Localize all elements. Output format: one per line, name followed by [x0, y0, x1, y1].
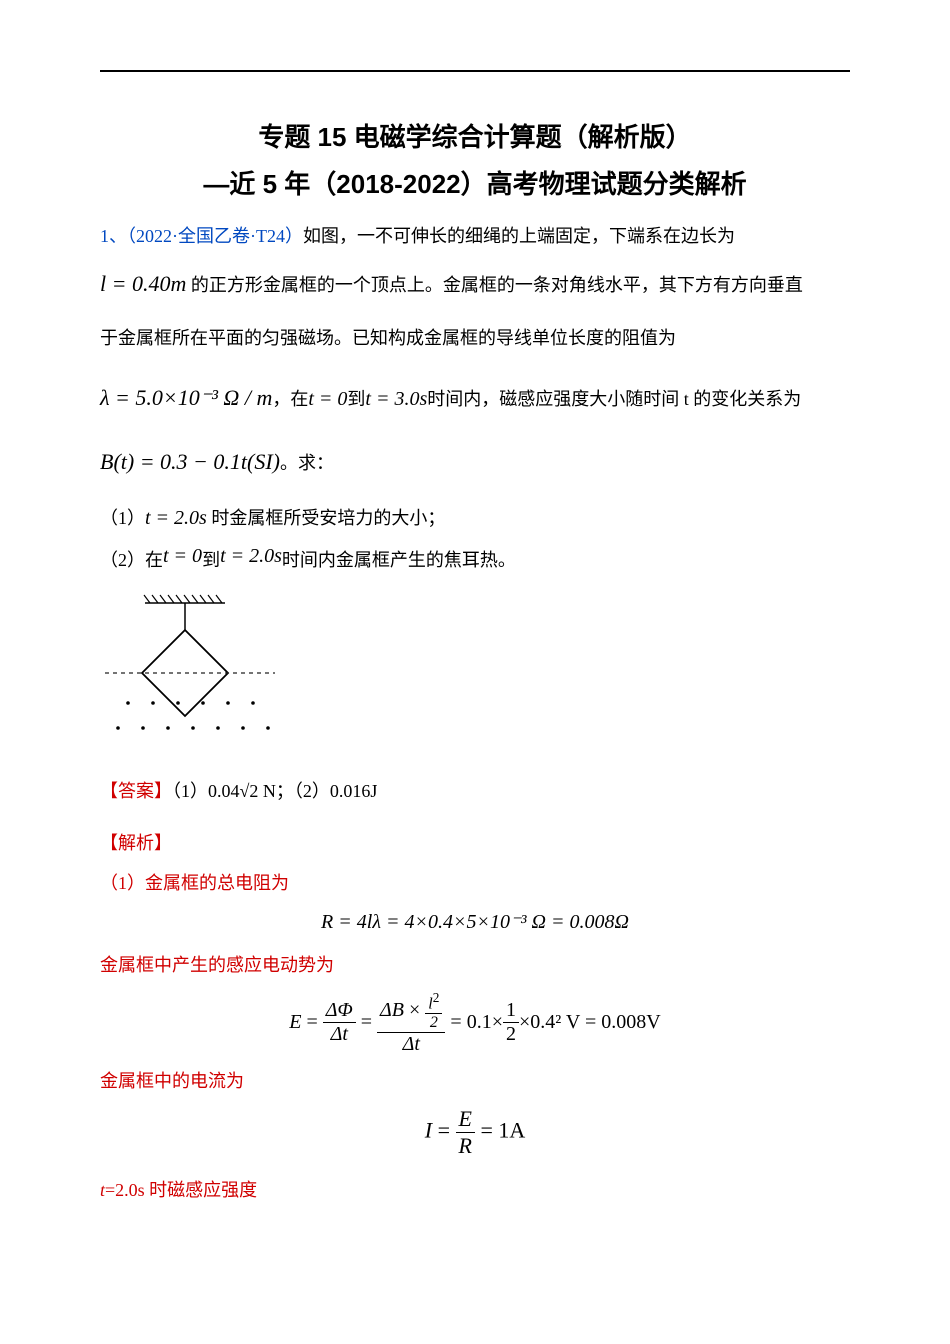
para2a: 的正方形金属框的一个顶点上。金属框的一条对角线水平，其下方有方向垂直 — [186, 275, 803, 295]
dB: ΔB — [380, 998, 404, 1020]
Isym: I — [425, 1118, 432, 1143]
l-line: l = 0.40m 的正方形金属框的一个顶点上。金属框的一条对角线水平，其下方有… — [100, 263, 850, 305]
topic-subtitle: —近 5 年（2018-2022）高考物理试题分类解析 — [100, 164, 850, 201]
R-formula-text: R = 4lλ = 4×0.4×5×10⁻³ Ω = 0.008Ω — [321, 911, 629, 933]
ans-2: （2）0.016J — [294, 781, 378, 801]
p1-b: 时金属框所受安培力的大小； — [207, 508, 446, 528]
p1-t: t = 2.0s — [145, 507, 207, 529]
after-bt: 。求： — [280, 453, 334, 473]
lambda-line: λ = 5.0×10⁻³ Ω / m，在t = 0到t = 3.0s时间内，磁感… — [100, 377, 850, 419]
dt2: Δt — [377, 1033, 445, 1056]
p2-t2: t = 2.0s — [220, 545, 282, 567]
p2-t0: t = 0 — [163, 545, 202, 567]
p1-a: （1） — [100, 508, 145, 528]
page: 专题 15 电磁学综合计算题（解析版） —近 5 年（2018-2022）高考物… — [0, 0, 950, 1344]
question-body: 1、（2022·全国乙卷·T24）如图，一不可伸长的细绳的上端固定，下端系在边长… — [100, 219, 850, 253]
answer-line: 【答案】（1）0.04√2 N；（2）0.016J — [100, 774, 850, 808]
topic-title: 专题 15 电磁学综合计算题（解析版） — [100, 117, 850, 154]
bt-line: B(t) = 0.3 − 0.1t(SI)。求： — [100, 441, 850, 483]
eval1: = 0.1× — [445, 1010, 503, 1032]
half: 2 — [425, 1014, 442, 1032]
s4b: =2.0s 时磁感应强度 — [105, 1180, 257, 1200]
ans-1: （1）0.04√2 N — [172, 781, 276, 801]
eval2: ×0.4² V = 0.008V — [519, 1010, 661, 1032]
ival: = 1A — [475, 1118, 525, 1143]
to-txt: 到 — [347, 389, 365, 409]
step4-title: t=2.0s 时磁感应强度 — [100, 1173, 850, 1207]
answer-label: 【答案】 — [100, 781, 172, 801]
t3: t = 3.0s — [365, 388, 427, 410]
step2-title: 金属框中产生的感应电动势为 — [100, 948, 850, 982]
two: 2 — [503, 1023, 519, 1046]
p2-a: （2）在 — [100, 550, 163, 570]
step1-title: （1）金属框的总电阻为 — [100, 866, 850, 900]
step3-title: 金属框中的电流为 — [100, 1064, 850, 1098]
p2-to: 到 — [202, 550, 220, 570]
part2: （2）在t = 0到t = 2.0s时间内金属框产生的焦耳热。 — [100, 537, 850, 577]
Esym: E — [289, 1010, 301, 1032]
times: × — [404, 998, 425, 1020]
E-formula: E = ΔΦΔt = ΔB × l22 Δt = 0.1×12×0.4² V =… — [100, 990, 850, 1056]
iR: R — [456, 1133, 475, 1159]
question-number: 1、 — [100, 226, 127, 246]
eeq1: = — [302, 1010, 323, 1032]
intro-text: 如图，一不可伸长的细绳的上端固定，下端系在边长为 — [303, 226, 735, 246]
frame-diagram — [100, 585, 285, 760]
between: ，在 — [272, 389, 308, 409]
I-formula: I = ER = 1A — [100, 1106, 850, 1159]
R-formula: R = 4lλ = 4×0.4×5×10⁻³ Ω = 0.008Ω — [100, 909, 850, 934]
top-rule — [100, 70, 850, 72]
para2b: 于金属框所在平面的匀强磁场。已知构成金属框的导线单位长度的阻值为 — [100, 321, 850, 355]
dphi: ΔΦ — [323, 999, 356, 1023]
one: 1 — [503, 999, 519, 1023]
part1: （1）t = 2.0s 时金属框所受安培力的大小； — [100, 499, 850, 537]
lambda-expr: λ = 5.0×10⁻³ Ω / m — [100, 385, 272, 410]
after-t3: 时间内，磁感应强度大小随时间 t 的变化关系为 — [427, 389, 801, 409]
ieq: = — [432, 1118, 455, 1143]
eeq2: = — [356, 1010, 377, 1032]
iE: E — [456, 1106, 475, 1133]
question-source: （2022·全国乙卷·T24） — [127, 226, 303, 246]
t0: t = 0 — [308, 388, 347, 410]
p2-b: 时间内金属框产生的焦耳热。 — [282, 550, 516, 570]
dt1: Δt — [323, 1023, 356, 1046]
bt-expr: B(t) = 0.3 − 0.1t(SI) — [100, 449, 280, 474]
ans-sep: ； — [276, 781, 294, 801]
l-expr: l = 0.40m — [100, 271, 186, 296]
analysis-label: 【解析】 — [100, 826, 850, 860]
